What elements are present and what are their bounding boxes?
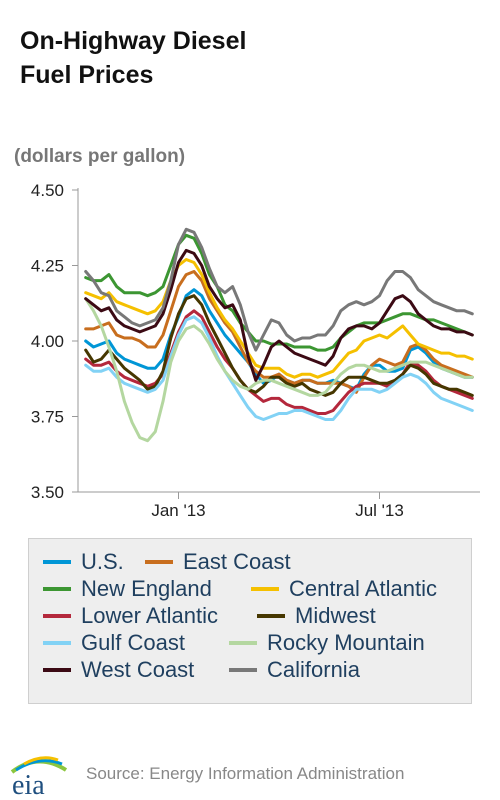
series-line-midwest	[84, 294, 474, 397]
legend-item-u-s: U.S.	[43, 549, 124, 575]
legend-swatch	[43, 641, 71, 645]
legend-label: Lower Atlantic	[81, 603, 218, 628]
legend-label: Rocky Mountain	[267, 630, 425, 655]
chart-title: On-Highway Diesel Fuel Prices	[20, 24, 460, 92]
legend-swatch	[43, 587, 71, 591]
legend-label: East Coast	[183, 549, 291, 574]
series-line-east-coast	[84, 270, 474, 394]
footer: eia Source: Energy Information Administr…	[0, 748, 500, 800]
legend-swatch	[229, 668, 257, 672]
series-line-california	[84, 227, 474, 352]
legend-item-california: California	[229, 657, 360, 683]
series-line-west-coast	[84, 248, 474, 382]
axes: 3.50 3.75 4.00 4.25 4.50 Jan '13 Jul '13	[31, 181, 480, 520]
line-chart: 3.50 3.75 4.00 4.25 4.50 Jan '13 Jul '13	[31, 181, 480, 520]
y-tick-label: 4.50	[31, 181, 64, 200]
legend-swatch	[43, 614, 71, 618]
chart-title-line-2: Fuel Prices	[20, 61, 154, 89]
legend-swatch	[43, 560, 71, 564]
legend-label: California	[267, 657, 360, 682]
chart-title-line-1: On-Highway Diesel	[20, 27, 247, 55]
legend-item-west-coast: West Coast	[43, 657, 194, 683]
legend-item-new-england: New England	[43, 576, 212, 602]
legend-swatch	[251, 587, 279, 591]
legend-swatch	[229, 641, 257, 645]
y-tick-label: 4.00	[31, 332, 64, 351]
eia-logo-text: eia	[12, 770, 45, 798]
y-tick-label: 3.75	[31, 408, 64, 427]
legend-item-rocky-mountain: Rocky Mountain	[229, 630, 425, 656]
legend-swatch	[257, 614, 285, 618]
legend-item-midwest: Midwest	[257, 603, 376, 629]
y-tick-label: 3.50	[31, 483, 64, 502]
series-line-rocky-mountain	[84, 297, 474, 443]
eia-logo: eia	[10, 756, 68, 798]
x-tick-label: Jan '13	[151, 501, 205, 520]
legend-label: Gulf Coast	[81, 630, 185, 655]
y-tick-label: 4.25	[31, 257, 64, 276]
legend-label: Central Atlantic	[289, 576, 437, 601]
legend-label: West Coast	[81, 657, 195, 682]
source-note: Source: Energy Information Administratio…	[86, 764, 405, 783]
series-lines	[84, 227, 474, 443]
x-tick-label: Jul '13	[355, 501, 404, 520]
legend-label: New England	[81, 576, 212, 601]
y-axis-units-label: (dollars per gallon)	[14, 146, 186, 167]
series-line-gulf-coast	[84, 315, 474, 421]
chart-legend: U.S. East Coast New England Central Atlanti…	[28, 538, 472, 704]
eia-logo-arc-yellow	[23, 756, 59, 766]
series-line-central-atlantic	[84, 258, 474, 379]
series-line-new-england	[84, 233, 474, 352]
legend-item-central-atlantic: Central Atlantic	[251, 576, 437, 602]
legend-item-gulf-coast: Gulf Coast	[43, 630, 185, 656]
legend-swatch	[43, 668, 71, 672]
eia-logo-arc-blue	[15, 759, 63, 772]
legend-swatch	[145, 560, 173, 564]
legend-item-lower-atlantic: Lower Atlantic	[43, 603, 218, 629]
legend-item-east-coast: East Coast	[145, 549, 291, 575]
legend-label: U.S.	[81, 549, 124, 574]
legend-label: Midwest	[295, 603, 376, 628]
